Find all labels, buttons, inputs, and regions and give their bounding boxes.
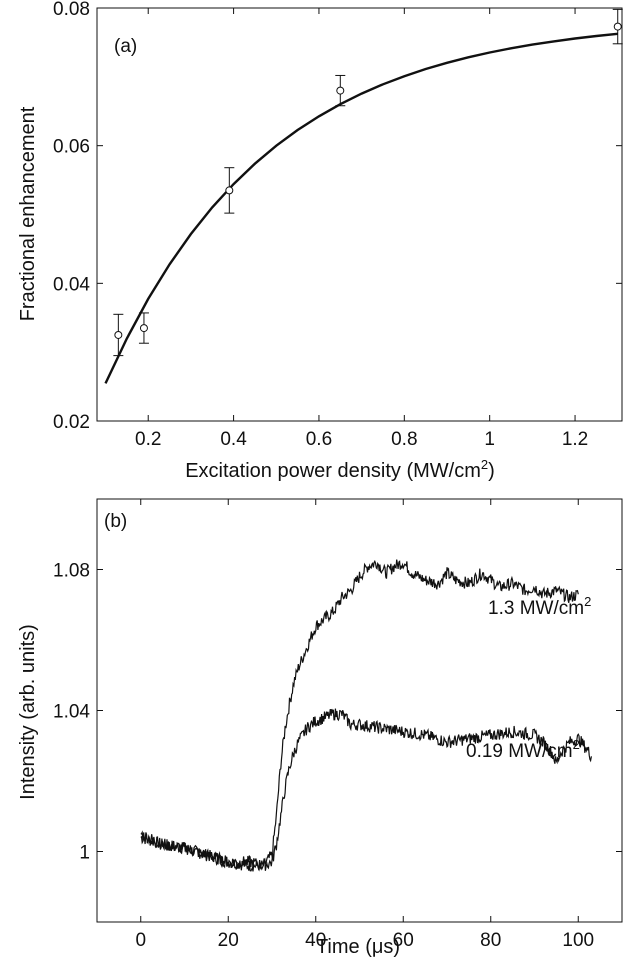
panel-a-x-tick-label: 0.8 bbox=[391, 429, 417, 450]
panel-b-y-tick-label: 1.04 bbox=[53, 702, 90, 723]
panel-b-x-tick-label: 20 bbox=[218, 930, 239, 951]
data-point-marker bbox=[139, 324, 148, 333]
panel-a-ticks: 0.2 0.4 0.6 0.8 1 1.2 0.02 0.04 0.06 0.08 bbox=[53, 0, 622, 450]
panel-a-x-tick-label: 1.2 bbox=[562, 429, 588, 450]
trace-label-0-19: 0.19 MW/cm2 bbox=[466, 737, 580, 762]
trace-label-1-3: 1.3 MW/cm2 bbox=[488, 594, 591, 619]
panel-b-y-tick-label: 1.08 bbox=[53, 561, 90, 582]
panel-a-y-tick-label: 0.06 bbox=[53, 137, 90, 158]
panel-b-traces bbox=[140, 559, 592, 872]
panel-a-y-axis-label: Fractional enhancement bbox=[17, 106, 39, 321]
panel-a: (a) 0.2 0.4 0.6 0.8 1 1.2 0.02 0.04 0.06 0.08 Exc… bbox=[17, 0, 623, 482]
panel-a-y-tick-label: 0.02 bbox=[53, 412, 90, 433]
panel-a-x-axis-label-suffix: ) bbox=[488, 460, 495, 482]
panel-b-x-tick-label: 100 bbox=[562, 930, 594, 951]
data-point bbox=[138, 312, 149, 344]
panel-b-x-tick-label: 0 bbox=[135, 930, 146, 951]
panel-a-x-axis-label: Excitation power density (MW/cm2) bbox=[185, 457, 495, 482]
panel-b-plot-frame bbox=[96, 498, 623, 923]
fit-curve-line bbox=[104, 32, 618, 384]
panel-b-x-tick-label: 40 bbox=[305, 930, 326, 951]
panel-a-label: (a) bbox=[114, 36, 137, 57]
panel-b-y-tick-label: 1 bbox=[79, 843, 90, 864]
data-point bbox=[224, 167, 235, 214]
data-point bbox=[335, 74, 346, 107]
panel-a-x-tick-label: 0.6 bbox=[306, 429, 332, 450]
trace-label-1-3-main: 1.3 MW/cm bbox=[488, 598, 584, 619]
panel-b-x-tick-label: 60 bbox=[393, 930, 414, 951]
panel-a-x-axis-label-main: Excitation power density (MW/cm bbox=[185, 460, 481, 482]
panel-b-x-axis-label: Time (μs) bbox=[316, 936, 400, 958]
data-point bbox=[113, 313, 124, 357]
trace-1-3-line bbox=[140, 559, 579, 872]
data-point-marker bbox=[336, 86, 345, 95]
panel-b-label: (b) bbox=[104, 511, 127, 532]
trace-label-1-3-sup: 2 bbox=[584, 594, 591, 609]
panel-a-x-axis-label-sup: 2 bbox=[481, 457, 488, 472]
panel-b-ticks: 0 20 40 60 80 100 1 1.04 1.08 bbox=[53, 499, 622, 951]
panel-a-y-tick-label: 0.04 bbox=[53, 274, 90, 295]
panel-a-x-tick-label: 0.2 bbox=[135, 429, 161, 450]
panel-a-data-points bbox=[113, 8, 623, 357]
panel-b-y-axis-label: Intensity (arb. units) bbox=[17, 624, 39, 800]
trace-label-0-19-main: 0.19 MW/cm bbox=[466, 741, 573, 762]
data-point-marker bbox=[613, 22, 622, 31]
panel-a-x-tick-label: 0.4 bbox=[220, 429, 247, 450]
panel-a-y-tick-label: 0.08 bbox=[53, 0, 90, 20]
panel-a-fit-curve bbox=[104, 32, 618, 384]
panel-a-x-tick-label: 1 bbox=[484, 429, 495, 450]
data-point-marker bbox=[225, 186, 234, 195]
panel-a-plot-frame bbox=[96, 7, 623, 422]
data-point bbox=[612, 8, 623, 45]
data-point-marker bbox=[114, 330, 123, 339]
panel-b-x-tick-label: 80 bbox=[480, 930, 501, 951]
trace-0-19-line bbox=[140, 708, 592, 872]
trace-label-0-19-sup: 2 bbox=[573, 737, 580, 752]
